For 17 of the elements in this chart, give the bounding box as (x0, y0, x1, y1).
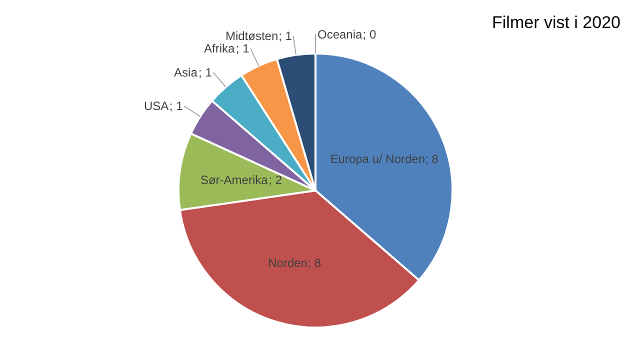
slice-label: Sør-Amerika (200, 172, 268, 187)
data-label: ; 8 (308, 256, 322, 270)
text: ; 0 (362, 27, 376, 42)
data-label: ; 1 (198, 65, 212, 80)
category-label: Oceania (318, 27, 362, 42)
text: Filmer vist i 2020 (492, 13, 621, 32)
slice-label: Asia (174, 65, 198, 80)
slice-label: USA (144, 99, 169, 114)
data-label: ; 1 (278, 28, 292, 43)
data-label: ; 1 (236, 41, 250, 56)
slice-label: Afrika (204, 41, 236, 56)
slice-label: Europa u/ Norden (330, 152, 426, 166)
slice-label: Midtøsten (225, 28, 278, 43)
data-label: ; 2 (268, 172, 282, 187)
slice-label: Norden (268, 256, 308, 270)
data-label: ; 8 (425, 152, 439, 166)
data-label: ; 1 (169, 99, 184, 114)
